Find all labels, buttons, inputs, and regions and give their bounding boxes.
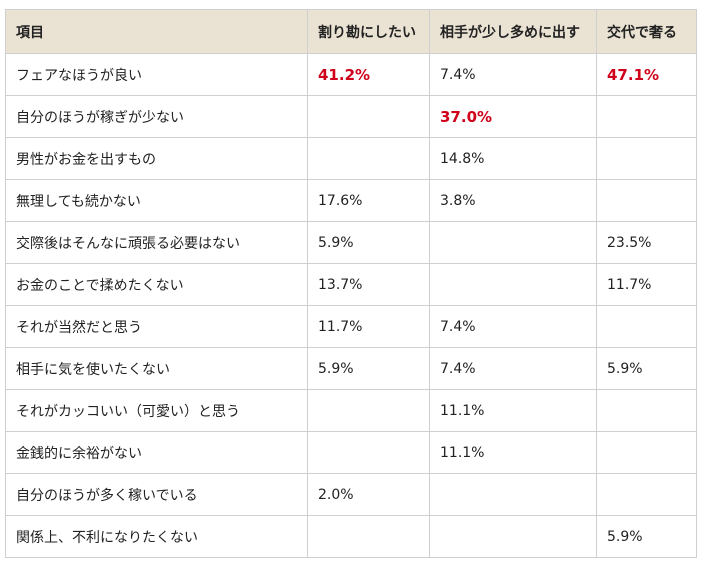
cell-split-bill: [307, 95, 430, 138]
header-split-bill: 割り勘にしたい: [307, 9, 430, 54]
table-row: フェアなほうが良い 41.2% 7.4% 47.1%: [5, 53, 697, 96]
cell-split-bill: 5.9%: [307, 347, 430, 390]
header-take-turns: 交代で奢る: [596, 9, 697, 54]
table-row: それが当然だと思う 11.7% 7.4%: [5, 305, 697, 348]
table-body: フェアなほうが良い 41.2% 7.4% 47.1% 自分のほうが稼ぎが少ない 37.0%…: [5, 53, 697, 558]
cell-partner-pays-more: 14.8%: [429, 137, 597, 180]
row-label: 相手に気を使いたくない: [5, 347, 308, 390]
table-row: 交際後はそんなに頑張る必要はない 5.9% 23.5%: [5, 221, 697, 264]
cell-split-bill: 5.9%: [307, 221, 430, 264]
row-label: 男性がお金を出すもの: [5, 137, 308, 180]
row-label: フェアなほうが良い: [5, 53, 308, 96]
table-row: 相手に気を使いたくない 5.9% 7.4% 5.9%: [5, 347, 697, 390]
cell-take-turns: 47.1%: [596, 53, 697, 96]
row-label: 無理しても続かない: [5, 179, 308, 222]
cell-partner-pays-more: 11.1%: [429, 389, 597, 432]
row-label: それがカッコいい（可愛い）と思う: [5, 389, 308, 432]
table-row: 金銭的に余裕がない 11.1%: [5, 431, 697, 474]
row-label: 自分のほうが多く稼いでいる: [5, 473, 308, 516]
cell-split-bill: [307, 137, 430, 180]
cell-partner-pays-more: 7.4%: [429, 53, 597, 96]
cell-take-turns: [596, 137, 697, 180]
table-row: お金のことで揉めたくない 13.7% 11.7%: [5, 263, 697, 306]
cell-partner-pays-more: 37.0%: [429, 95, 597, 138]
cell-partner-pays-more: 7.4%: [429, 305, 597, 348]
cell-split-bill: 13.7%: [307, 263, 430, 306]
table-row: それがカッコいい（可愛い）と思う 11.1%: [5, 389, 697, 432]
cell-split-bill: 2.0%: [307, 473, 430, 516]
cell-partner-pays-more: [429, 473, 597, 516]
cell-take-turns: [596, 179, 697, 222]
cell-take-turns: [596, 95, 697, 138]
survey-table: 項目 割り勘にしたい 相手が少し多めに出す 交代で奢る フェアなほうが良い 41.…: [5, 9, 697, 558]
cell-split-bill: [307, 515, 430, 558]
table-header-row: 項目 割り勘にしたい 相手が少し多めに出す 交代で奢る: [5, 9, 697, 54]
cell-take-turns: [596, 431, 697, 474]
row-label: 関係上、不利になりたくない: [5, 515, 308, 558]
cell-take-turns: 11.7%: [596, 263, 697, 306]
cell-partner-pays-more: [429, 263, 597, 306]
table-row: 自分のほうが稼ぎが少ない 37.0%: [5, 95, 697, 138]
cell-split-bill: 17.6%: [307, 179, 430, 222]
cell-partner-pays-more: 7.4%: [429, 347, 597, 390]
cell-partner-pays-more: 11.1%: [429, 431, 597, 474]
row-label: お金のことで揉めたくない: [5, 263, 308, 306]
cell-split-bill: 11.7%: [307, 305, 430, 348]
cell-split-bill: [307, 389, 430, 432]
cell-take-turns: [596, 473, 697, 516]
row-label: それが当然だと思う: [5, 305, 308, 348]
cell-split-bill: [307, 431, 430, 474]
cell-split-bill: 41.2%: [307, 53, 430, 96]
cell-partner-pays-more: [429, 221, 597, 264]
cell-take-turns: 5.9%: [596, 347, 697, 390]
cell-partner-pays-more: [429, 515, 597, 558]
row-label: 自分のほうが稼ぎが少ない: [5, 95, 308, 138]
cell-take-turns: 23.5%: [596, 221, 697, 264]
cell-take-turns: [596, 305, 697, 348]
cell-take-turns: 5.9%: [596, 515, 697, 558]
table-row: 男性がお金を出すもの 14.8%: [5, 137, 697, 180]
cell-partner-pays-more: 3.8%: [429, 179, 597, 222]
survey-table-container: 項目 割り勘にしたい 相手が少し多めに出す 交代で奢る フェアなほうが良い 41.…: [5, 9, 697, 558]
header-item: 項目: [5, 9, 308, 54]
table-row: 自分のほうが多く稼いでいる 2.0%: [5, 473, 697, 516]
header-partner-pays-more: 相手が少し多めに出す: [429, 9, 597, 54]
table-row: 関係上、不利になりたくない 5.9%: [5, 515, 697, 558]
cell-take-turns: [596, 389, 697, 432]
row-label: 金銭的に余裕がない: [5, 431, 308, 474]
row-label: 交際後はそんなに頑張る必要はない: [5, 221, 308, 264]
table-row: 無理しても続かない 17.6% 3.8%: [5, 179, 697, 222]
